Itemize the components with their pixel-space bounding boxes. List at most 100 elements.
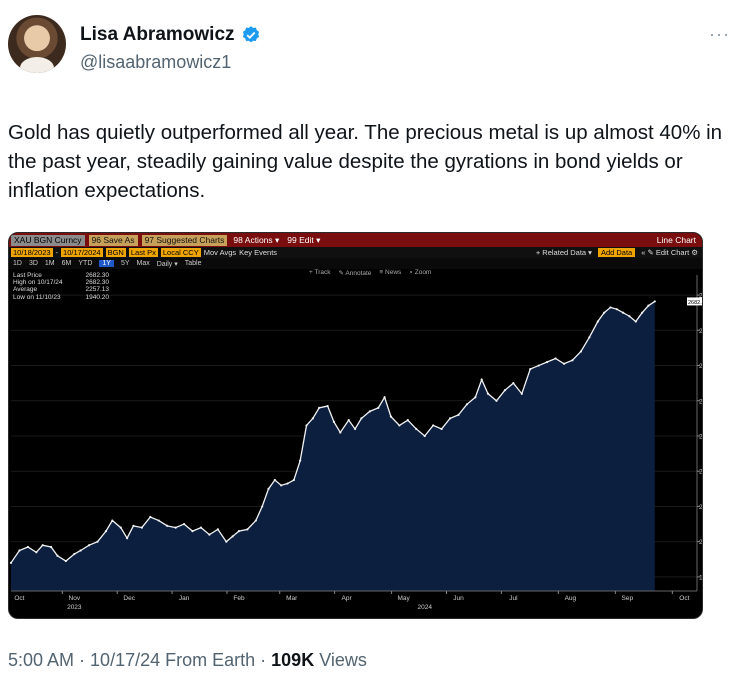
period-button[interactable]: 1Y <box>99 260 114 267</box>
price-point <box>125 537 129 540</box>
legend-value: 2682.30 <box>85 272 110 279</box>
author-display-name[interactable]: Lisa Abramowicz <box>80 24 235 45</box>
currency-field[interactable]: Local CCY <box>160 248 201 257</box>
legend-row: Last Price 2682.30 <box>13 272 109 279</box>
price-point <box>35 551 38 554</box>
period-button[interactable]: 6M <box>61 260 72 267</box>
tweet-meta: 5:00 AM · 10/17/24 From Earth · 109K Vie… <box>8 650 367 671</box>
frequency-select[interactable]: Daily ▾ <box>156 260 178 268</box>
price-point <box>579 350 583 353</box>
price-point <box>132 524 135 527</box>
period-button[interactable]: 5Y <box>120 260 130 267</box>
actions-menu[interactable]: 98 Actions ▾ <box>233 234 280 245</box>
y-tick-label: 2300 <box>699 434 703 441</box>
related-data-menu[interactable]: + Related Data ▾ <box>535 248 592 257</box>
price-point <box>347 419 350 422</box>
chart-tool-button[interactable]: ✎ Annotate <box>338 270 372 277</box>
period-button[interactable]: YTD <box>78 260 93 267</box>
price-point <box>199 526 203 529</box>
mov-avgs-toggle[interactable]: Mov Avgs <box>203 248 237 257</box>
price-line <box>10 300 656 564</box>
period-button[interactable]: 1D <box>13 260 22 267</box>
price-point <box>96 540 99 543</box>
avatar[interactable] <box>8 15 66 73</box>
tweet-source: From Earth <box>160 650 256 670</box>
start-date-field[interactable]: 10/18/2023 <box>11 248 53 257</box>
price-point <box>432 424 435 427</box>
legend-value: 2257.13 <box>85 286 110 294</box>
price-point <box>292 478 295 482</box>
x-tick-label: Jun <box>453 595 464 602</box>
price-point <box>377 406 380 409</box>
key-events-toggle[interactable]: Key Events <box>239 248 278 257</box>
date-separator: - <box>55 248 59 257</box>
price-point <box>299 459 302 462</box>
price-point <box>423 434 426 438</box>
legend-label: Average <box>13 286 38 294</box>
last-price-tag-label: 2682.30 <box>688 300 703 306</box>
price-point <box>368 410 371 413</box>
price-point <box>267 487 270 490</box>
price-point <box>225 540 228 543</box>
more-dots-icon[interactable]: ··· <box>709 24 730 44</box>
chart-type-label: Line Chart <box>656 235 696 245</box>
edit-menu[interactable]: 99 Edit ▾ <box>287 234 321 245</box>
chart-tools: + Track ✎ Annotate ≡ News ⌕ Zoom <box>309 269 431 277</box>
price-point <box>562 362 566 365</box>
price-point <box>286 482 289 485</box>
period-button[interactable]: 1M <box>44 260 55 267</box>
price-point <box>18 549 21 552</box>
gold-price-chart[interactable]: 1900200021002200230024002500260027002682… <box>9 269 703 619</box>
avatar-shirt <box>20 57 54 73</box>
price-field[interactable]: Last Px <box>128 248 158 257</box>
price-point <box>280 484 283 487</box>
x-year-label: 2024 <box>417 604 432 611</box>
source-field[interactable]: BGN <box>105 248 126 257</box>
terminal-title-bar: XAU BGN Curncy 96 Save As 97 Suggested C… <box>9 233 702 247</box>
price-point <box>237 530 241 533</box>
price-point <box>406 419 409 422</box>
price-point <box>440 427 443 431</box>
legend-value: 1940.20 <box>85 293 110 301</box>
y-tick-label: 2000 <box>699 539 703 546</box>
price-point <box>641 311 644 314</box>
add-data-field[interactable]: Add Data <box>597 248 636 257</box>
save-as-menu[interactable]: 96 Save As <box>88 234 138 246</box>
price-point <box>174 526 177 529</box>
author-handle[interactable]: @lisaabramowicz1 <box>80 52 232 72</box>
chart-tool-button[interactable]: ⌕ Zoom <box>409 269 432 276</box>
price-point <box>305 424 308 427</box>
price-point <box>571 359 574 362</box>
price-point <box>157 519 160 522</box>
tweet-time[interactable]: 5:00 AM <box>8 650 75 670</box>
price-point <box>398 424 401 427</box>
chart-legend: Last Price 2682.30 High on 10/17/24 2682.30… <box>13 272 109 301</box>
price-point <box>588 336 591 339</box>
edit-chart-button[interactable]: « ✎ Edit Chart ⚙ <box>641 248 698 257</box>
price-point <box>191 530 194 533</box>
price-point <box>318 406 321 409</box>
price-point <box>231 535 234 538</box>
price-point <box>653 300 656 303</box>
tweet-date[interactable]: 10/17/24 <box>90 650 161 670</box>
x-tick-label: Sep <box>622 595 634 602</box>
period-button[interactable]: Max <box>136 260 150 267</box>
ticker-field[interactable]: XAU BGN Curncy <box>11 234 85 246</box>
price-point <box>79 549 82 552</box>
chart-image[interactable]: XAU BGN Curncy 96 Save As 97 Suggested C… <box>8 232 703 619</box>
tweet-text: Gold has quietly outperformed all year. … <box>8 121 723 202</box>
price-point <box>457 413 460 416</box>
chart-tool-button[interactable]: + Track <box>309 269 331 276</box>
price-point <box>603 311 606 314</box>
legend-row: High on 10/17/24 2682.30 <box>13 279 109 286</box>
price-point <box>622 311 625 314</box>
settings-right-group: + Related Data ▾ Add Data « ✎ Edit Chart… <box>536 248 702 257</box>
end-date-field[interactable]: 10/17/2024 <box>61 248 103 257</box>
chart-tool-button[interactable]: ≡ News <box>379 269 402 276</box>
suggested-charts-menu[interactable]: 97 Suggested Charts <box>141 234 228 246</box>
price-point <box>529 367 532 371</box>
price-point <box>448 417 452 420</box>
price-point <box>311 417 314 420</box>
table-button[interactable]: Table <box>184 260 202 267</box>
period-button[interactable]: 3D <box>28 260 38 267</box>
